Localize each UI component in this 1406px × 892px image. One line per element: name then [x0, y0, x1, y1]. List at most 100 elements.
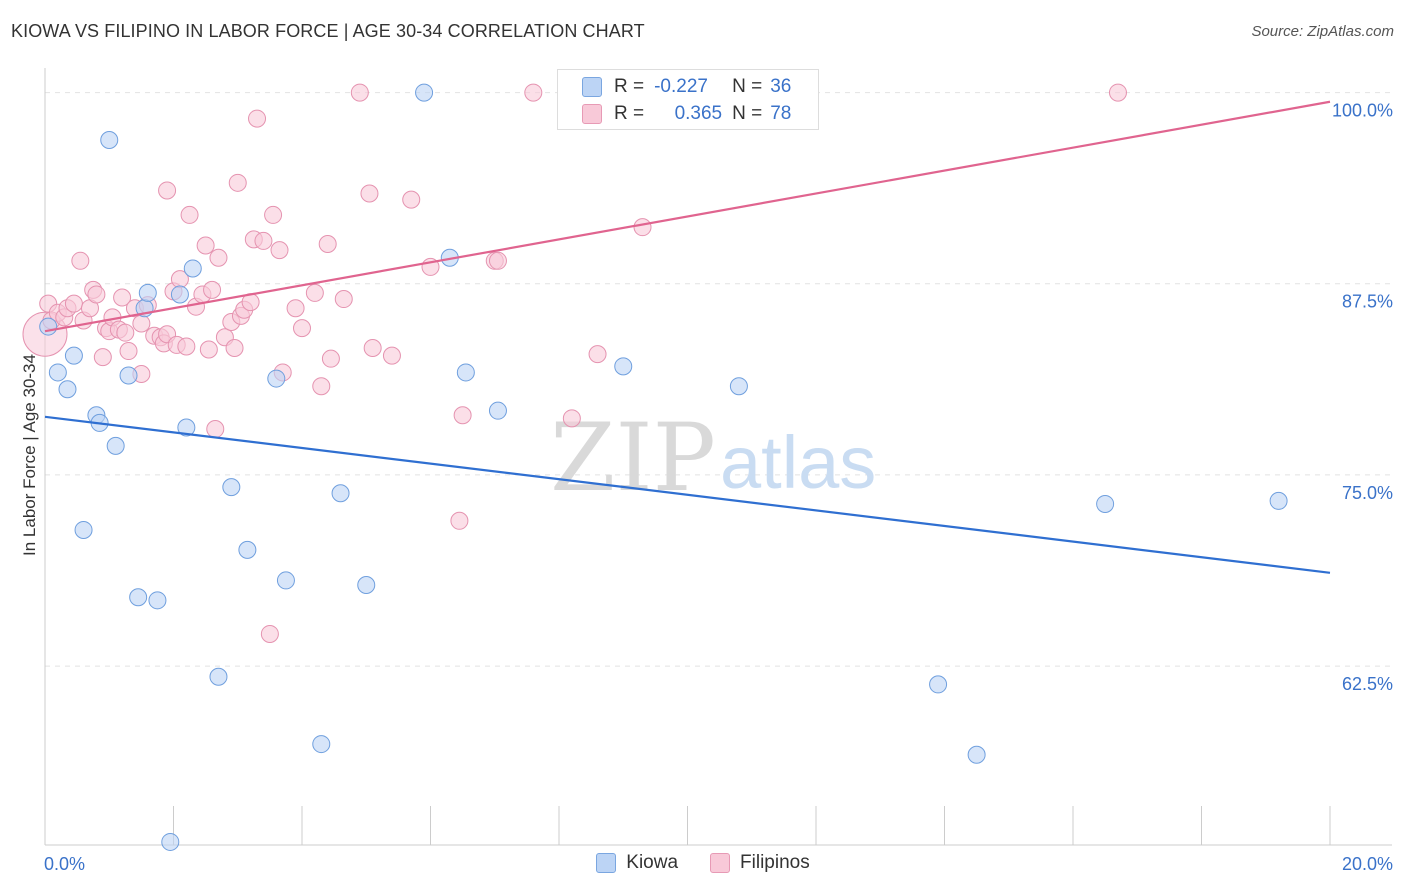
kiowa-r-label: R = — [614, 76, 645, 97]
filipino-point — [180, 205, 199, 224]
kiowa-point — [106, 436, 125, 455]
source-credit: Source: ZipAtlas.com — [1251, 23, 1394, 40]
kiowa-point — [729, 377, 748, 396]
filipino-point — [453, 406, 472, 425]
y-tick-label: 100.0% — [1332, 101, 1393, 121]
filipino-point — [305, 283, 324, 302]
filipino-point — [203, 280, 222, 299]
y-tick-label: 87.5% — [1342, 292, 1393, 312]
filipino-point — [206, 420, 225, 439]
legend-item-filipinos[interactable]: Filipinos — [710, 852, 810, 874]
kiowa-point — [456, 363, 475, 382]
kiowa-point — [170, 285, 189, 304]
kiowa-r-value: -0.227 — [654, 76, 708, 97]
legend-kiowa-swatch — [596, 853, 617, 873]
filipinos-r-value: 0.365 — [674, 103, 723, 124]
chart-title: KIOWA VS FILIPINO IN LABOR FORCE | AGE 3… — [11, 21, 645, 41]
kiowa-point — [129, 588, 148, 607]
filipino-point — [318, 234, 337, 253]
kiowa-stat-row: R = -0.227 N = 36 — [582, 76, 792, 98]
legend-filipinos-label: Filipinos — [740, 852, 810, 873]
filipino-point — [132, 314, 151, 333]
gridlines — [45, 92, 1392, 667]
kiowa-point — [138, 283, 157, 302]
filipino-point — [116, 323, 135, 342]
kiowa-point — [58, 380, 77, 399]
kiowa-points — [39, 83, 1288, 851]
filipino-point — [293, 319, 311, 338]
kiowa-point — [1269, 491, 1288, 510]
filipino-point — [334, 290, 353, 309]
trend-lines — [44, 100, 1331, 574]
watermark: ZIP atlas — [550, 404, 876, 513]
filipinos-n-label: N = — [732, 103, 763, 124]
filipino-point — [196, 236, 215, 255]
filipino-point — [264, 205, 283, 224]
kiowa-point — [100, 130, 119, 149]
tick-labels: 100.0% 87.5% 75.0% 62.5% 0.0% 20.0% — [44, 101, 1393, 874]
filipino-point — [402, 190, 421, 209]
filipino-point — [270, 241, 289, 260]
kiowa-point — [1096, 494, 1115, 513]
filipino-point — [199, 340, 218, 359]
filipino-point — [488, 251, 507, 270]
kiowa-n-value: 36 — [770, 76, 792, 97]
legend-item-kiowa[interactable]: Kiowa — [596, 852, 678, 874]
y-tick-label: 75.0% — [1342, 483, 1393, 503]
filipino-point — [119, 342, 138, 361]
kiowa-point — [183, 259, 202, 278]
filipinos-n-value: 78 — [770, 103, 792, 124]
filipino-point — [321, 349, 340, 368]
kiowa-point — [312, 735, 331, 754]
filipino-point — [588, 345, 607, 364]
kiowa-point — [161, 832, 180, 851]
watermark-atlas: atlas — [720, 421, 876, 504]
kiowa-point — [74, 520, 93, 539]
axes — [44, 68, 1392, 846]
kiowa-point — [488, 401, 507, 420]
kiowa-point — [967, 745, 986, 764]
filipinos-r-label: R = — [614, 103, 645, 124]
filipino-point — [450, 511, 469, 530]
filipino-point — [1108, 83, 1127, 102]
filipino-point — [350, 83, 369, 102]
kiowa-point — [238, 540, 257, 559]
kiowa-point — [177, 418, 196, 437]
filipino-point — [209, 248, 228, 267]
kiowa-trend-line — [44, 415, 1331, 574]
filipino-point — [87, 285, 106, 304]
kiowa-point — [119, 366, 138, 385]
kiowa-point — [48, 363, 67, 382]
filipino-point — [64, 294, 83, 313]
filipino-point — [177, 337, 196, 356]
kiowa-point — [39, 317, 58, 336]
filipino-point — [93, 348, 112, 367]
kiowa-swatch — [582, 77, 602, 97]
legend-filipinos-swatch — [710, 853, 731, 873]
correlation-legend: R = -0.227 N = 36 R = 0.365 N = 78 — [557, 69, 819, 130]
kiowa-point — [64, 346, 83, 365]
x-tick-label-left: 0.0% — [44, 854, 85, 874]
filipino-point — [286, 299, 305, 318]
filipinos-stat-row: R = 0.365 N = 78 — [582, 103, 792, 125]
filipino-point — [562, 409, 581, 428]
filipino-point — [524, 83, 543, 102]
filipino-point — [71, 251, 90, 270]
series-legend: Kiowa Filipinos — [0, 852, 1406, 874]
filipino-point — [363, 338, 382, 357]
y-tick-label: 62.5% — [1342, 674, 1393, 694]
legend-kiowa-label: Kiowa — [626, 852, 679, 873]
filipino-point — [225, 338, 244, 357]
filipino-point — [228, 173, 247, 192]
kiowa-point — [415, 83, 434, 102]
kiowa-point — [267, 369, 286, 388]
filipinos-trend-line — [44, 100, 1331, 333]
filipino-point — [633, 218, 652, 237]
kiowa-point — [929, 675, 948, 694]
kiowa-point — [209, 667, 228, 686]
filipinos-swatch — [582, 104, 602, 124]
filipino-point — [260, 624, 279, 643]
kiowa-point — [331, 484, 350, 503]
filipino-point — [360, 184, 379, 203]
